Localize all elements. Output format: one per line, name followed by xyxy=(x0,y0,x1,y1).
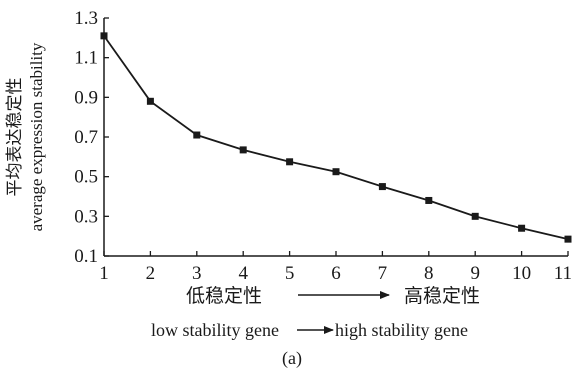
data-point-marker xyxy=(193,131,201,139)
y-tick-label: 0.3 xyxy=(74,206,98,227)
x-caption-chinese-low: 低稳定性 xyxy=(186,285,262,307)
panel-label: (a) xyxy=(282,348,302,369)
x-tick-label: 8 xyxy=(424,263,434,284)
data-point-marker xyxy=(378,183,386,191)
x-tick-label: 3 xyxy=(192,263,202,284)
x-tick-label: 4 xyxy=(238,263,248,284)
data-point-marker xyxy=(518,224,526,232)
y-tick-label: 1.1 xyxy=(74,48,98,69)
y-tick-label: 0.7 xyxy=(74,127,98,148)
x-tick-label: 2 xyxy=(146,263,156,284)
y-tick-label: 1.3 xyxy=(74,8,98,29)
y-axis-label-english: average expression stability xyxy=(27,42,46,231)
data-point-marker xyxy=(239,146,247,154)
y-tick-label: 0.5 xyxy=(74,167,98,188)
data-point-marker xyxy=(100,32,108,40)
data-point-marker xyxy=(146,97,154,105)
axes xyxy=(103,18,568,257)
x-tick-label: 1 xyxy=(99,263,109,284)
series-line xyxy=(103,35,569,241)
data-point-marker xyxy=(471,212,479,220)
y-ticks: 0.1 0.3 0.5 0.7 0.9 1.1 1.3 xyxy=(74,8,109,267)
x-ticks: 1 2 3 4 5 6 7 8 9 10 11 xyxy=(99,251,572,284)
x-tick-label: 5 xyxy=(285,263,295,284)
x-tick-label: 9 xyxy=(470,263,480,284)
data-point-marker xyxy=(286,158,294,166)
x-caption-english-low: low stability gene xyxy=(151,320,279,340)
x-tick-label: 7 xyxy=(378,263,388,284)
x-tick-label: 11 xyxy=(554,263,572,284)
y-axis-label-chinese: 平均表达稳定性 xyxy=(5,78,24,197)
x-caption-chinese-high: 高稳定性 xyxy=(404,285,480,307)
x-caption-english-high: high stability gene xyxy=(335,320,468,340)
data-point-marker xyxy=(332,168,340,176)
x-tick-label: 10 xyxy=(512,263,531,284)
data-point-marker xyxy=(425,196,433,204)
y-tick-label: 0.1 xyxy=(74,246,98,267)
x-tick-label: 6 xyxy=(331,263,341,284)
data-point-marker xyxy=(564,235,572,243)
series-group xyxy=(100,32,572,243)
y-tick-label: 0.9 xyxy=(74,87,98,108)
